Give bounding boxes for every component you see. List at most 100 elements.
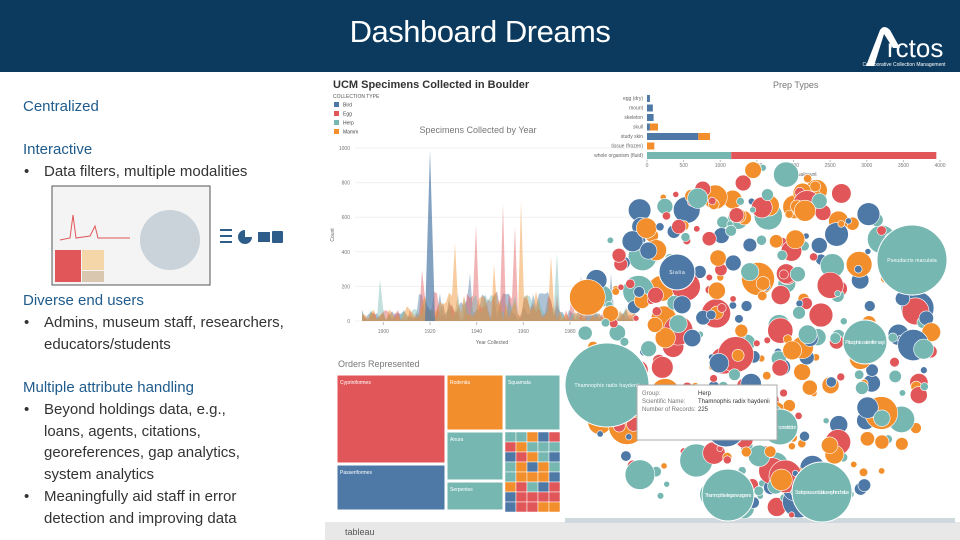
bubble bbox=[829, 332, 842, 344]
treemap-small bbox=[515, 481, 528, 493]
bubble bbox=[734, 174, 752, 192]
year-title: Specimens Collected by Year bbox=[419, 125, 536, 135]
bubble bbox=[672, 295, 692, 314]
bubble bbox=[874, 434, 890, 450]
section-heading: Multiple attribute handling bbox=[23, 379, 194, 396]
treemap-label: Anura bbox=[450, 437, 464, 443]
treemap-small bbox=[526, 501, 539, 513]
treemap-small bbox=[548, 461, 561, 473]
bubble bbox=[797, 324, 818, 345]
treemap-small bbox=[515, 451, 528, 463]
bubble bbox=[845, 251, 873, 278]
bubble bbox=[821, 436, 839, 454]
bubble bbox=[725, 254, 742, 272]
bubble bbox=[895, 437, 909, 451]
labeled-bubble bbox=[876, 224, 948, 296]
year-ylabel: Count bbox=[330, 228, 336, 242]
prep-category: egg (dry) bbox=[623, 96, 643, 102]
treemap-small bbox=[515, 461, 528, 473]
bubble bbox=[776, 249, 788, 261]
bubble bbox=[873, 409, 891, 427]
bubble-label: Pseudacris maculata bbox=[887, 258, 937, 264]
bubble bbox=[651, 356, 674, 379]
bubble bbox=[606, 236, 614, 244]
bubble bbox=[705, 309, 717, 321]
bubble bbox=[920, 366, 928, 374]
bubble bbox=[647, 317, 663, 333]
bubble bbox=[744, 161, 762, 179]
prep-xlabel: Individualcount bbox=[783, 172, 817, 178]
bubble bbox=[909, 386, 928, 404]
treemap-small bbox=[537, 501, 550, 513]
bubble bbox=[619, 337, 630, 347]
bubble bbox=[602, 305, 619, 322]
bubble bbox=[837, 220, 845, 228]
bullet: Meaningfully aid staff in error detectio… bbox=[23, 486, 268, 529]
bubble bbox=[913, 338, 934, 360]
prep-tick-label: 2500 bbox=[825, 163, 836, 169]
treemap-small bbox=[526, 471, 539, 483]
bubble bbox=[864, 248, 872, 255]
bubble bbox=[822, 417, 830, 425]
bubble bbox=[876, 225, 887, 236]
treemap-label: Squamata bbox=[508, 380, 531, 386]
bubble bbox=[687, 187, 709, 209]
bubble bbox=[753, 485, 764, 497]
bubble bbox=[693, 225, 701, 233]
treemap-small bbox=[548, 471, 561, 483]
treemap-small bbox=[504, 501, 517, 513]
dashboard-screenshot: UCM Specimens Collected in Boulder COLLE… bbox=[325, 75, 960, 540]
tooltip-key: Scientific Name: bbox=[642, 399, 686, 405]
bubble bbox=[810, 237, 828, 254]
footer-bar bbox=[325, 522, 960, 540]
bubble bbox=[865, 363, 879, 377]
treemap-cell bbox=[446, 374, 504, 431]
treemap-small bbox=[504, 451, 517, 463]
treemap-small bbox=[515, 501, 528, 513]
bubble bbox=[740, 446, 752, 458]
legend-label: Egg bbox=[343, 112, 352, 118]
bullet: Admins, museum staff, researchers, educa… bbox=[23, 312, 313, 355]
bubble bbox=[920, 382, 929, 391]
bubble bbox=[740, 262, 760, 282]
thumb-bubbles bbox=[140, 210, 200, 270]
footer-logo: tableau bbox=[345, 527, 375, 537]
treemap-small bbox=[537, 481, 550, 493]
treemap-small bbox=[526, 491, 539, 503]
bubble bbox=[647, 287, 664, 304]
treemap-small bbox=[515, 491, 528, 503]
bubble bbox=[722, 455, 732, 465]
treemap-small bbox=[504, 471, 517, 483]
prep-tick-label: 4000 bbox=[934, 163, 945, 169]
bubble bbox=[763, 336, 771, 344]
legend-swatch bbox=[334, 129, 339, 134]
bubble bbox=[625, 278, 636, 289]
bubble bbox=[749, 206, 757, 214]
bubble bbox=[734, 323, 749, 338]
prep-bar bbox=[647, 142, 655, 150]
treemap-cell bbox=[446, 481, 504, 511]
bubble bbox=[709, 249, 727, 267]
bubble bbox=[792, 306, 806, 320]
tooltip-value: Thamnophis radix haydenii bbox=[698, 399, 770, 405]
filter-icon bbox=[220, 241, 232, 243]
bullet-list: Beyond holdings data, e.g., loans, agent… bbox=[23, 399, 268, 529]
bubble bbox=[845, 217, 852, 225]
treemap-small bbox=[548, 481, 561, 493]
prep-category: tissue (frozen) bbox=[611, 144, 643, 150]
treemap-small bbox=[515, 431, 528, 443]
bubble bbox=[808, 302, 834, 328]
bubble bbox=[779, 388, 788, 398]
prep-bar bbox=[647, 95, 650, 102]
bubble bbox=[887, 332, 898, 343]
year-xtick-label: 1940 bbox=[471, 329, 482, 335]
treemap-small bbox=[526, 441, 539, 453]
bubble bbox=[878, 467, 886, 475]
prep-bar bbox=[647, 152, 732, 159]
prep-bar bbox=[731, 152, 937, 159]
bubble bbox=[636, 217, 658, 239]
bubble bbox=[757, 290, 768, 301]
logo-mark bbox=[866, 27, 900, 66]
bubble bbox=[611, 247, 627, 263]
